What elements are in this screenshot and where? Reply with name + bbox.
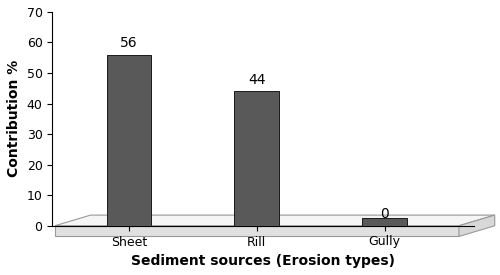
Bar (106, 55, 152, 226)
Bar (362, 218, 407, 226)
Polygon shape (55, 215, 494, 226)
Text: 44: 44 (248, 73, 266, 87)
X-axis label: Sediment sources (Erosion types): Sediment sources (Erosion types) (131, 254, 395, 268)
Polygon shape (55, 226, 459, 236)
Bar (234, 91, 279, 226)
Y-axis label: Contribution %: Contribution % (7, 60, 21, 177)
Text: 0: 0 (380, 207, 389, 221)
Text: 56: 56 (120, 36, 138, 50)
Polygon shape (459, 215, 494, 236)
